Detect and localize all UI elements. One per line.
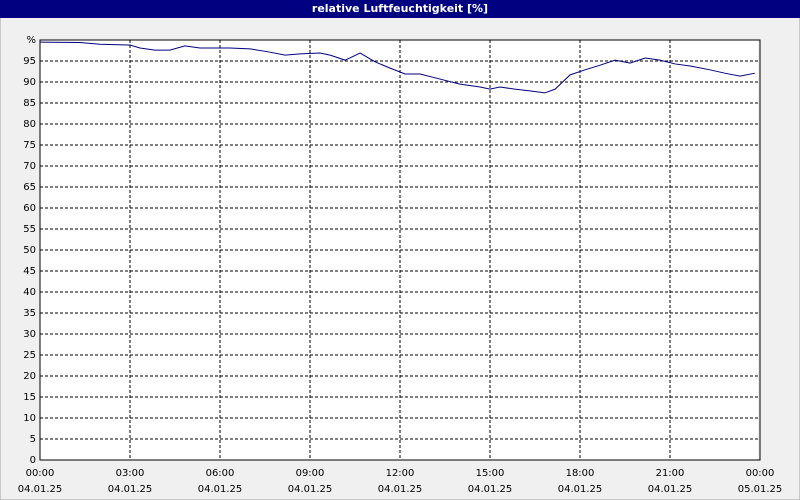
y-tick-label: 10 bbox=[23, 413, 36, 424]
y-tick-label: 30 bbox=[23, 329, 36, 340]
y-tick-label: 40 bbox=[23, 287, 36, 298]
x-tick-date: 04.01.25 bbox=[378, 484, 423, 495]
y-tick-label: 50 bbox=[23, 245, 36, 256]
y-tick-label: 85 bbox=[23, 98, 36, 109]
x-tick-label: 09:00 bbox=[296, 468, 325, 479]
x-tick-date: 04.01.25 bbox=[108, 484, 153, 495]
x-tick-label: 18:00 bbox=[566, 468, 595, 479]
chart-title: relative Luftfeuchtigkeit [%] bbox=[312, 2, 488, 15]
y-tick-label: % bbox=[26, 35, 36, 46]
x-tick-label: 15:00 bbox=[476, 468, 505, 479]
y-tick-label: 15 bbox=[23, 392, 36, 403]
y-tick-label: 20 bbox=[23, 371, 36, 382]
x-tick-date: 04.01.25 bbox=[558, 484, 603, 495]
y-tick-label: 45 bbox=[23, 266, 36, 277]
x-tick-label: 03:00 bbox=[116, 468, 145, 479]
y-tick-label: 25 bbox=[23, 350, 36, 361]
y-tick-label: 60 bbox=[23, 203, 36, 214]
x-tick-label: 12:00 bbox=[386, 468, 415, 479]
x-tick-date: 04.01.25 bbox=[288, 484, 333, 495]
y-tick-label: 70 bbox=[23, 161, 36, 172]
x-tick-label: 06:00 bbox=[206, 468, 235, 479]
x-tick-label: 00:00 bbox=[746, 468, 775, 479]
y-tick-label: 5 bbox=[30, 434, 36, 445]
x-tick-date: 04.01.25 bbox=[468, 484, 513, 495]
data-line bbox=[39, 41, 755, 94]
y-tick-label: 35 bbox=[23, 308, 36, 319]
y-tick-label: 0 bbox=[30, 455, 36, 466]
y-tick-label: 65 bbox=[23, 182, 36, 193]
x-tick-date: 04.01.25 bbox=[198, 484, 243, 495]
y-tick-label: 95 bbox=[23, 56, 36, 67]
y-tick-label: 80 bbox=[23, 119, 36, 130]
x-tick-date: 04.01.25 bbox=[18, 484, 63, 495]
plot-border bbox=[39, 39, 761, 461]
x-tick-date: 05.01.25 bbox=[738, 484, 783, 495]
title-bar bbox=[0, 0, 800, 18]
y-tick-label: 90 bbox=[23, 77, 36, 88]
y-tick-label: 75 bbox=[23, 140, 36, 151]
x-tick-label: 21:00 bbox=[656, 468, 685, 479]
plot-area bbox=[40, 40, 758, 460]
x-tick-date: 04.01.25 bbox=[648, 484, 693, 495]
y-tick-label: 55 bbox=[23, 224, 36, 235]
x-tick-label: 00:00 bbox=[26, 468, 55, 479]
